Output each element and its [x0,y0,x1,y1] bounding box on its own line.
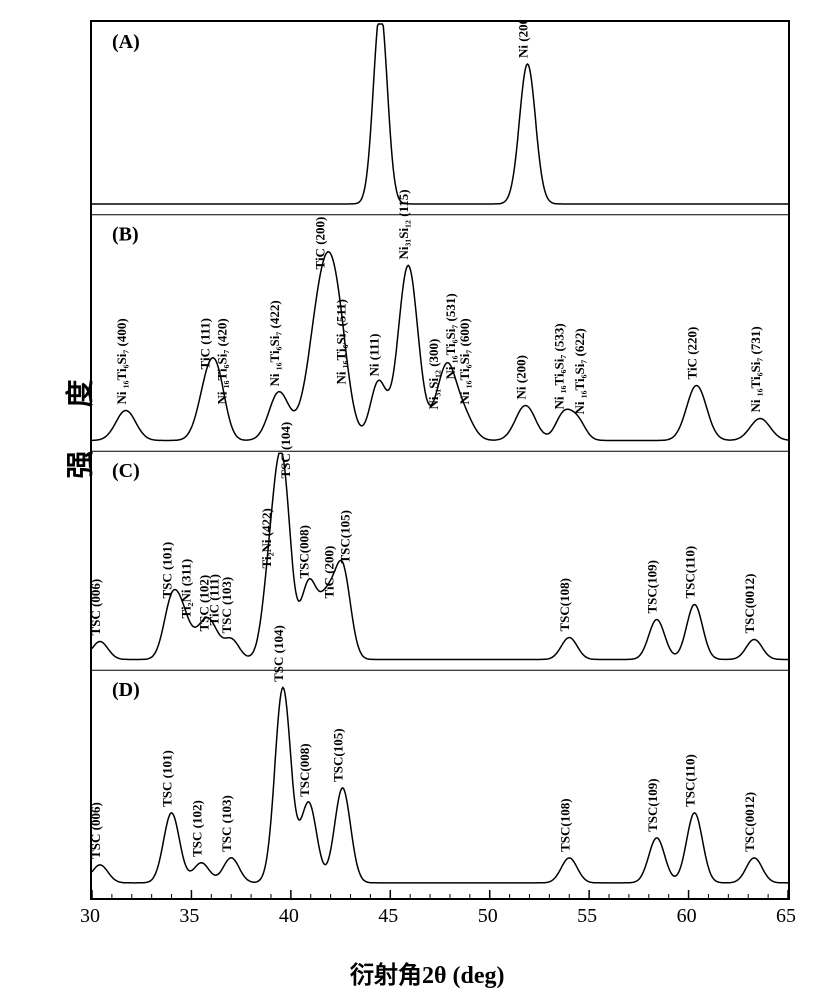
svg-text:TSC (006): TSC (006) [92,802,103,859]
svg-text:TSC(109): TSC(109) [645,778,660,831]
svg-text:TSC(105): TSC(105) [331,728,346,781]
svg-text:TiC (220): TiC (220) [685,327,700,380]
x-axis-label-prefix: 衍射角 [350,963,422,989]
svg-text:Ni (200): Ni (200) [515,22,530,58]
svg-text:Ni ₁₆Ti₆Si₇ (420): Ni ₁₆Ti₆Si₇ (420) [214,318,229,404]
svg-text:Ni ₁₆Ti₆Si₇ (400): Ni ₁₆Ti₆Si₇ (400) [114,318,129,404]
svg-text:TSC(008): TSC(008) [297,743,312,796]
x-tick-label: 40 [279,905,299,928]
x-tick-label: 30 [80,905,100,928]
svg-text:TSC(110): TSC(110) [683,754,698,807]
svg-text:TiC (200): TiC (200) [322,546,337,599]
svg-text:Ni ₁₆Ti₆Si₇ (531): Ni ₁₆Ti₆Si₇ (531) [443,293,458,379]
svg-text:Ti₂Ni (422): Ti₂Ni (422) [259,508,274,568]
x-tick-label: 50 [478,905,498,928]
x-tick-label: 35 [179,905,199,928]
x-tick-label: 45 [378,905,398,928]
plot-svg: (A) Ni (111) Ni (200) (B) Ni ₁₆Ti₆Si₇ (400) T… [92,22,788,898]
svg-text:Ni ₁₆Ti₆Si₇ (511): Ni ₁₆Ti₆Si₇ (511) [334,299,349,384]
svg-text:Ni₃₁Si₁₂ (115): Ni₃₁Si₁₂ (115) [396,189,411,259]
figure-container: 强 度 (A)Ni (111)Ni (200)(B)Ni ₁₆Ti₆Si₇ (4… [0,0,822,1000]
svg-text:TSC (104): TSC (104) [271,625,286,682]
x-tick-label: 55 [577,905,597,928]
svg-text:TSC(108): TSC(108) [557,798,572,851]
svg-text:TSC (101): TSC (101) [160,542,175,599]
x-axis-label: 衍射角2θ (deg) [350,955,505,990]
svg-text:TSC(0012): TSC(0012) [742,574,757,634]
svg-text:TSC (102): TSC (102) [189,800,204,857]
svg-text:TSC (104): TSC (104) [278,422,293,479]
svg-text:TSC(110): TSC(110) [683,546,698,599]
x-tick-label: 65 [776,905,796,928]
svg-text:Ni ₁₆Ti₆Si₇ (622): Ni ₁₆Ti₆Si₇ (622) [572,328,587,414]
svg-text:(A): (A) [112,31,140,53]
svg-text:TSC(108): TSC(108) [557,578,572,631]
x-axis-label-suffix: 2θ (deg) [422,963,505,989]
svg-text:TiC (111): TiC (111) [197,318,212,369]
svg-text:TSC (103): TSC (103) [219,577,234,634]
svg-text:TSC(105): TSC(105) [338,510,353,563]
svg-text:TSC(008): TSC(008) [297,525,312,578]
plot-area: (A) Ni (111) Ni (200) (B) Ni ₁₆Ti₆Si₇ (400) T… [90,20,790,900]
svg-text:(C): (C) [112,460,140,482]
svg-text:TSC (101): TSC (101) [160,750,175,807]
svg-text:Ni₃₁Si₁₂ (300): Ni₃₁Si₁₂ (300) [426,339,441,410]
svg-text:TiC (200): TiC (200) [313,217,328,270]
svg-text:(B): (B) [112,224,139,246]
svg-text:TSC (006): TSC (006) [92,579,103,636]
svg-text:Ni (111): Ni (111) [366,333,381,376]
svg-text:TSC(109): TSC(109) [645,560,660,613]
svg-text:Ti₂Ni (311): Ti₂Ni (311) [178,559,193,619]
svg-text:Ni ₁₆Ti₆Si₇ (600): Ni ₁₆Ti₆Si₇ (600) [457,318,472,404]
svg-text:Ni ₁₆Ti₆Si₇ (731): Ni ₁₆Ti₆Si₇ (731) [748,326,763,412]
x-tick-label: 60 [677,905,697,928]
svg-text:(D): (D) [112,679,140,701]
svg-text:Ni ₁₆Ti₆Si₇ (533): Ni ₁₆Ti₆Si₇ (533) [551,323,566,409]
svg-text:TSC (103): TSC (103) [219,795,234,852]
svg-text:Ni (200): Ni (200) [514,355,529,399]
svg-text:TSC(0012): TSC(0012) [742,792,757,852]
svg-text:Ni ₁₆Ti₆Si₇ (422): Ni ₁₆Ti₆Si₇ (422) [267,300,282,386]
